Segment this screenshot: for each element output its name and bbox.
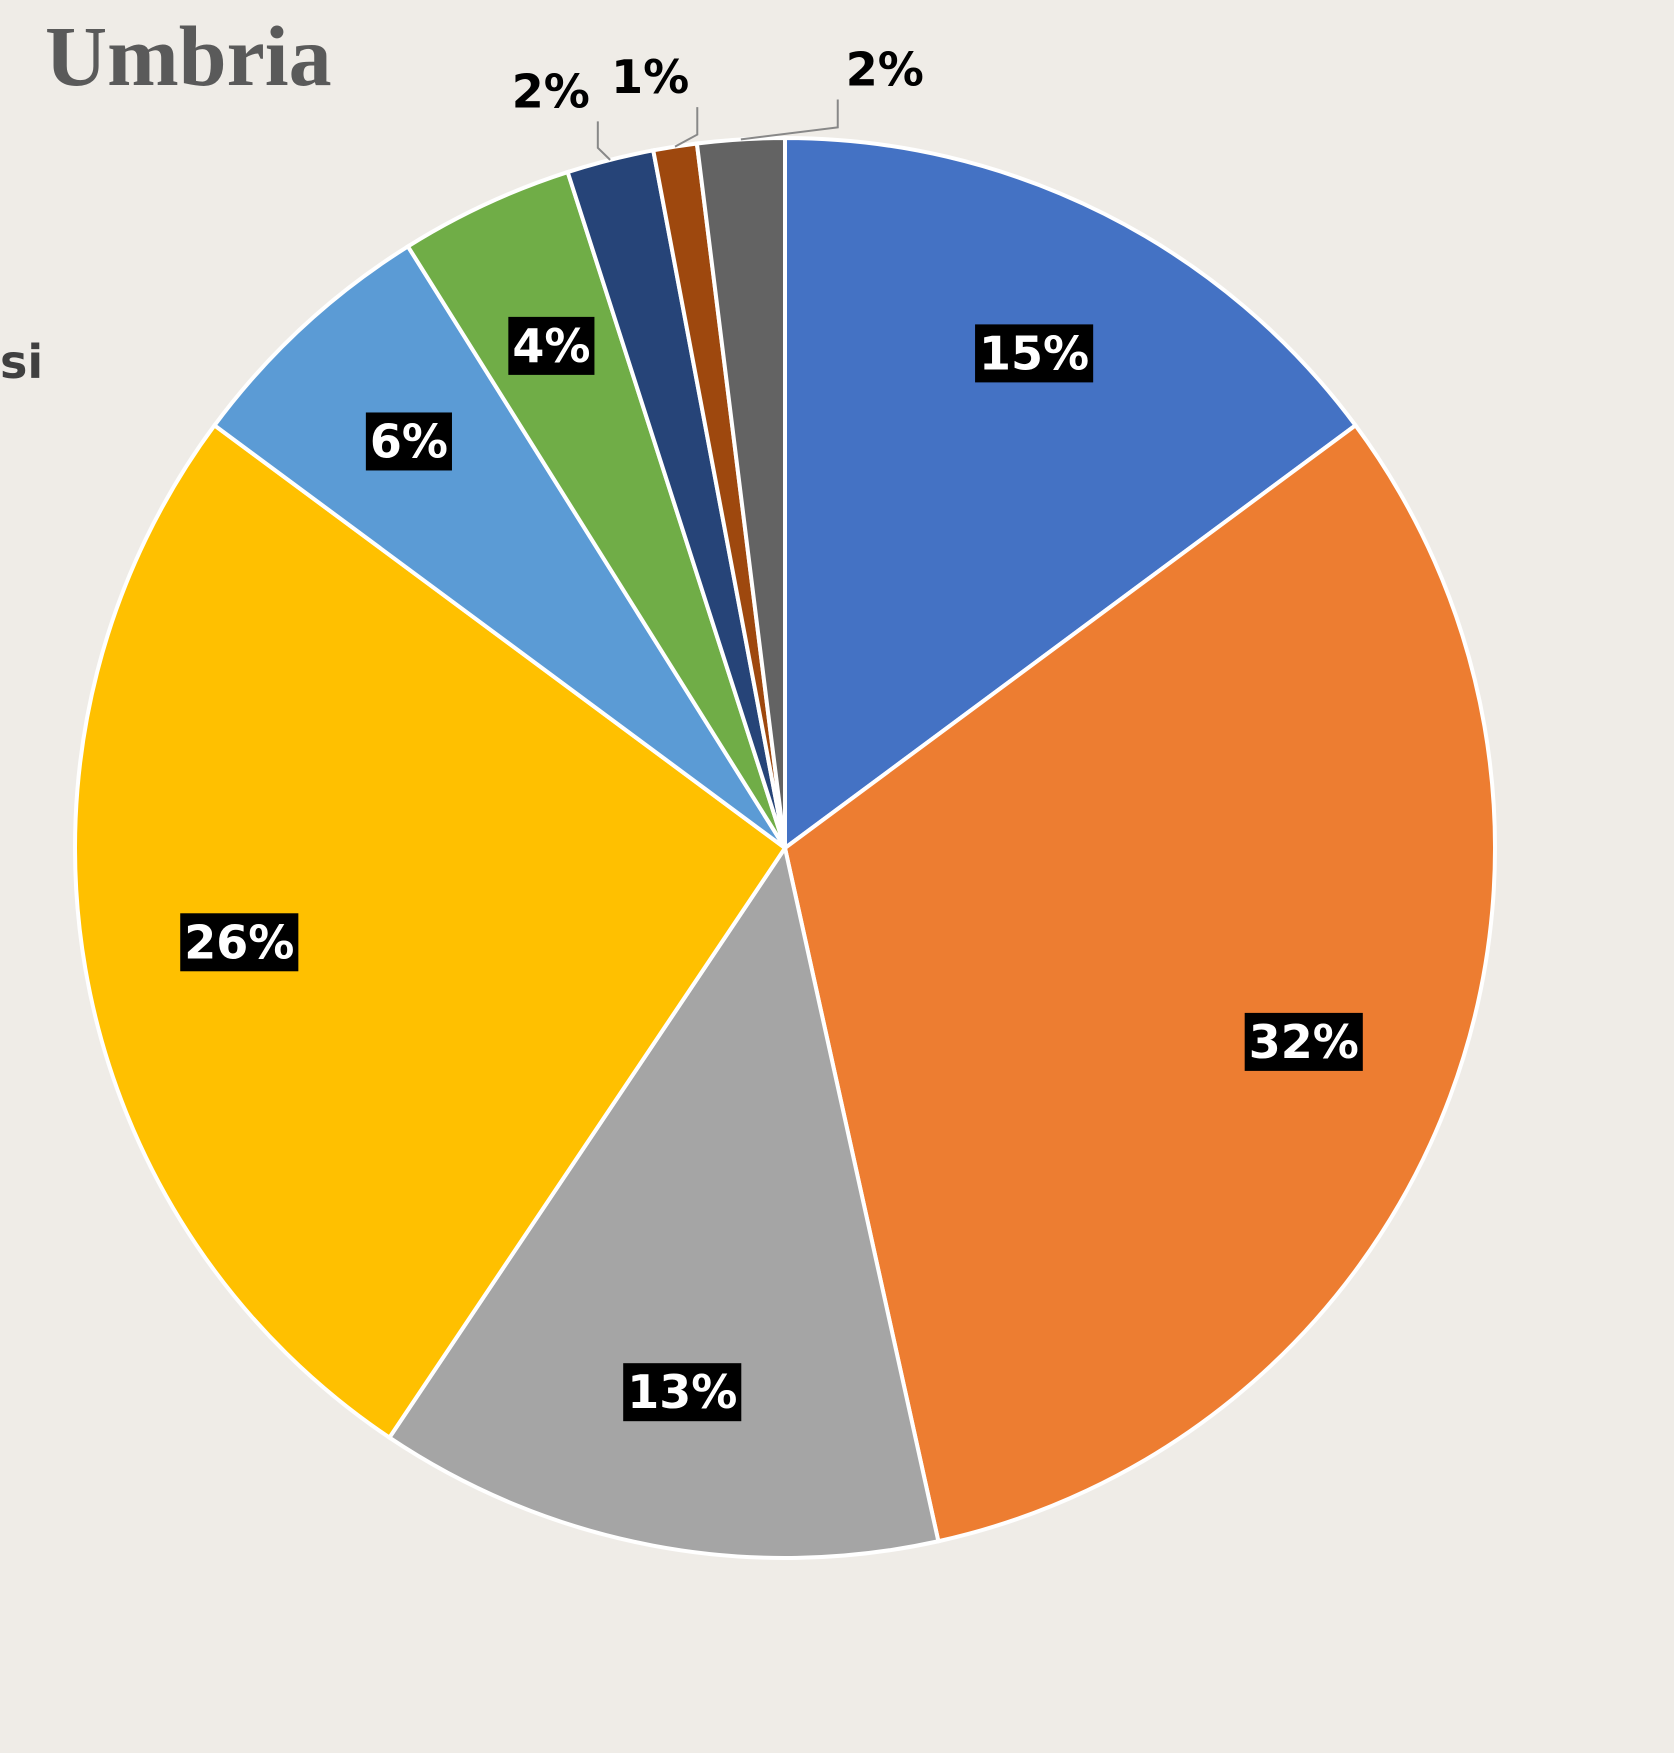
pie-slice <box>783 135 1359 852</box>
data-label-box <box>180 913 299 972</box>
data-label: 15% <box>979 326 1089 380</box>
data-label-box <box>623 1363 742 1422</box>
data-label-box <box>975 324 1094 383</box>
data-label-box <box>508 316 595 375</box>
data-label-box <box>365 412 452 471</box>
leader-line <box>674 107 699 148</box>
data-label: 13% <box>627 1365 737 1419</box>
leader-line <box>740 99 839 141</box>
pie-slice <box>386 843 941 1561</box>
pie-slice <box>211 243 787 850</box>
leader-line <box>596 121 611 161</box>
pie-slice <box>73 422 788 1441</box>
data-label: 1% <box>611 50 689 104</box>
legend-fragment: si <box>0 335 43 389</box>
pie-slice <box>782 422 1497 1544</box>
data-label: 4% <box>512 319 590 373</box>
data-label-box <box>1244 1012 1363 1071</box>
data-label: 2% <box>512 64 590 118</box>
data-label: 2% <box>846 42 924 96</box>
chart-title: Umbria <box>45 8 332 104</box>
data-label: 26% <box>184 915 294 969</box>
data-label: 6% <box>370 414 448 468</box>
data-label: 32% <box>1249 1015 1359 1069</box>
